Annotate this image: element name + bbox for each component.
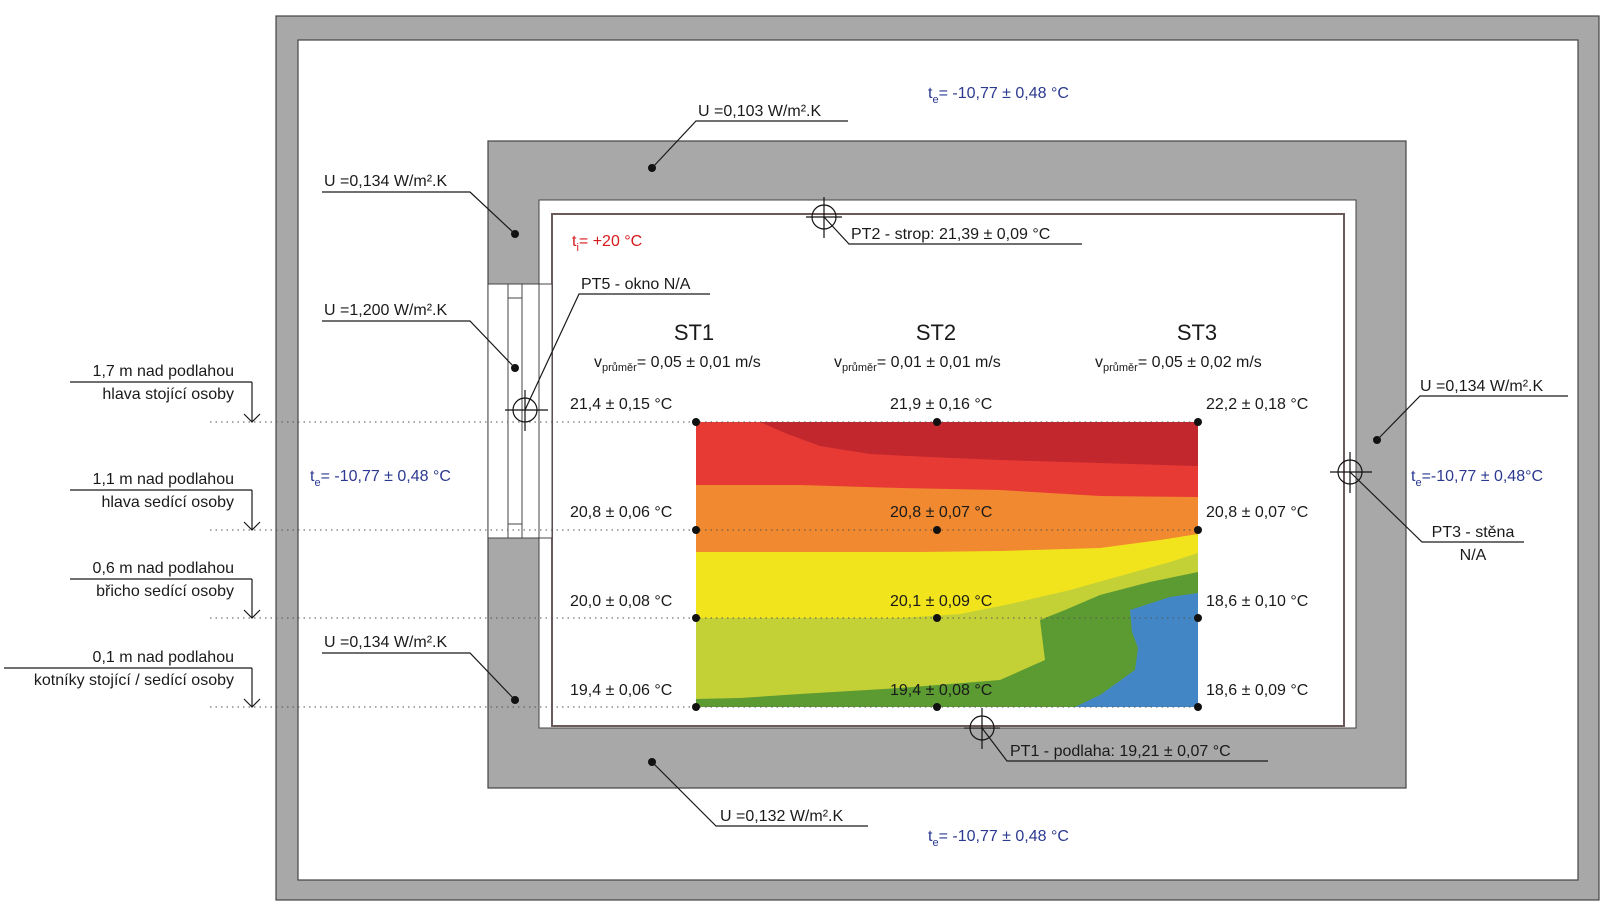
exterior-temperature-top: te= -10,77 ± 0,48 °C xyxy=(928,85,1069,106)
u-value-top: U =0,103 W/m².K xyxy=(698,103,821,120)
stand-st1-name: ST1 xyxy=(674,320,714,345)
height-0-1m-line1: 0,1 m nad podlahou xyxy=(93,649,234,666)
arrow-down-icon xyxy=(243,609,261,619)
u-value-left-upper: U =0,134 W/m².K xyxy=(324,173,447,190)
probe-pt1-leader xyxy=(981,727,1268,762)
stand-st1-velocity: vprůměr= 0,05 ± 0,01 m/s xyxy=(594,354,761,374)
u-value-left-lower: U =0,134 W/m².K xyxy=(324,634,447,651)
measurement-point xyxy=(692,418,700,426)
probe-pt5-leader xyxy=(524,293,710,411)
stand-st3-velocity: vprůměr= 0,05 ± 0,02 m/s xyxy=(1095,354,1262,374)
u-value-left-lower-callout: U =0,134 W/m².K xyxy=(322,634,519,704)
probe-pt1-marker: PT1 - podlaha: 19,21 ± 0,07 °C xyxy=(964,708,1268,762)
u-value-left-lower-leader xyxy=(322,652,516,701)
contour-band-blue xyxy=(1075,593,1198,707)
contour-band-green xyxy=(696,572,1198,707)
u-value-bottom: U =0,132 W/m².K xyxy=(720,808,843,825)
temperature-contour-map xyxy=(696,422,1198,707)
probe-pt1-label: PT1 - podlaha: 19,21 ± 0,07 °C xyxy=(1010,743,1231,760)
st2-temp-1-1m: 20,8 ± 0,07 °C xyxy=(890,504,992,521)
probe-pt2-leader xyxy=(823,216,1082,245)
arrow-down-icon xyxy=(243,698,261,708)
height-0-1m-line2: kotníky stojící / sedící osoby xyxy=(34,672,234,689)
u-value-right-leader xyxy=(1376,395,1568,441)
window-opening xyxy=(487,283,553,539)
height-1-1m-line1: 1,1 m nad podlahou xyxy=(93,471,234,488)
u-value-right-callout: U =0,134 W/m².K xyxy=(1373,378,1568,444)
u-value-bottom-leader xyxy=(651,761,868,827)
stand-st3-name: ST3 xyxy=(1177,320,1217,345)
height-0-6m-line1: 0,6 m nad podlahou xyxy=(93,560,234,577)
measurement-points xyxy=(692,418,1202,711)
u-value-window: U =1,200 W/m².K xyxy=(324,302,447,319)
st1-temp-1-1m: 20,8 ± 0,06 °C xyxy=(570,504,672,521)
st3-temp-0-1m: 18,6 ± 0,09 °C xyxy=(1206,682,1308,699)
probe-pt5-label: PT5 - okno N/A xyxy=(581,276,691,293)
measurement-point xyxy=(692,703,700,711)
st3-temp-1-1m: 20,8 ± 0,07 °C xyxy=(1206,504,1308,521)
u-value-left-upper-leader xyxy=(322,191,516,235)
height-label-0-6m: 0,6 m nad podlahou břicho sedící osoby xyxy=(70,560,261,619)
u-value-window-callout: U =1,200 W/m².K xyxy=(322,302,519,372)
probe-pt5-marker: PT5 - okno N/A xyxy=(505,276,710,431)
measurement-point xyxy=(933,614,941,622)
interior-temperature: ti= +20 °C xyxy=(572,233,642,254)
contour-band-hot-dark xyxy=(760,422,1198,466)
height-1-1m-line2: hlava sedící osoby xyxy=(101,494,234,511)
height-label-0-1m: 0,1 m nad podlahou kotníky stojící / sed… xyxy=(4,649,261,708)
st1-temp-1-7m: 21,4 ± 0,15 °C xyxy=(570,396,672,413)
measurement-point xyxy=(933,526,941,534)
st3-temp-0-6m: 18,6 ± 0,10 °C xyxy=(1206,593,1308,610)
height-label-1-1m: 1,1 m nad podlahou hlava sedící osoby xyxy=(70,471,261,531)
st1-temp-0-6m: 20,0 ± 0,08 °C xyxy=(570,593,672,610)
u-value-bottom-callout: U =0,132 W/m².K xyxy=(648,758,868,827)
probe-pt2-marker: PT2 - strop: 21,39 ± 0,09 °C xyxy=(806,197,1082,245)
u-value-left-upper-callout: U =0,134 W/m².K xyxy=(322,173,519,238)
height-label-1-7m: 1,7 m nad podlahou hlava stojící osoby xyxy=(70,363,261,423)
u-value-right: U =0,134 W/m².K xyxy=(1420,378,1543,395)
measurement-point xyxy=(1194,703,1202,711)
height-0-6m-line2: břicho sedící osoby xyxy=(96,583,234,600)
u-value-window-leader xyxy=(322,320,516,369)
st2-temp-0-1m: 19,4 ± 0,08 °C xyxy=(890,682,992,699)
height-1-7m-line2: hlava stojící osoby xyxy=(102,386,234,403)
measurement-point xyxy=(692,526,700,534)
st3-temp-1-7m: 22,2 ± 0,18 °C xyxy=(1206,396,1308,413)
measurement-point xyxy=(1194,418,1202,426)
st2-temp-0-6m: 20,1 ± 0,09 °C xyxy=(890,593,992,610)
measurement-point xyxy=(692,614,700,622)
stand-st2-name: ST2 xyxy=(916,320,956,345)
exterior-temperature-right: te=-10,77 ± 0,48°C xyxy=(1411,468,1543,489)
exterior-temperature-left: te= -10,77 ± 0,48 °C xyxy=(310,468,451,489)
probe-pt2-label: PT2 - strop: 21,39 ± 0,09 °C xyxy=(851,226,1050,243)
st1-temp-0-1m: 19,4 ± 0,06 °C xyxy=(570,682,672,699)
arrow-down-icon xyxy=(243,521,261,531)
measurement-point xyxy=(1194,526,1202,534)
measurement-point xyxy=(933,703,941,711)
arrow-down-icon xyxy=(243,413,261,423)
height-1-7m-line1: 1,7 m nad podlahou xyxy=(93,363,234,380)
probe-pt3-marker: PT3 - stěna N/A xyxy=(1330,452,1524,564)
stand-st2-velocity: vprůměr= 0,01 ± 0,01 m/s xyxy=(834,354,1001,374)
exterior-temperature-bottom: te= -10,77 ± 0,48 °C xyxy=(928,828,1069,849)
u-value-top-leader xyxy=(651,120,848,169)
probe-pt3-label-line2: N/A xyxy=(1460,547,1487,564)
st2-temp-1-7m: 21,9 ± 0,16 °C xyxy=(890,396,992,413)
probe-pt3-label-line1: PT3 - stěna xyxy=(1432,524,1515,541)
measurement-point xyxy=(1194,614,1202,622)
probe-pt3-leader xyxy=(1349,471,1524,543)
u-value-top-callout: U =0,103 W/m².K xyxy=(648,103,848,172)
measurement-point xyxy=(933,418,941,426)
